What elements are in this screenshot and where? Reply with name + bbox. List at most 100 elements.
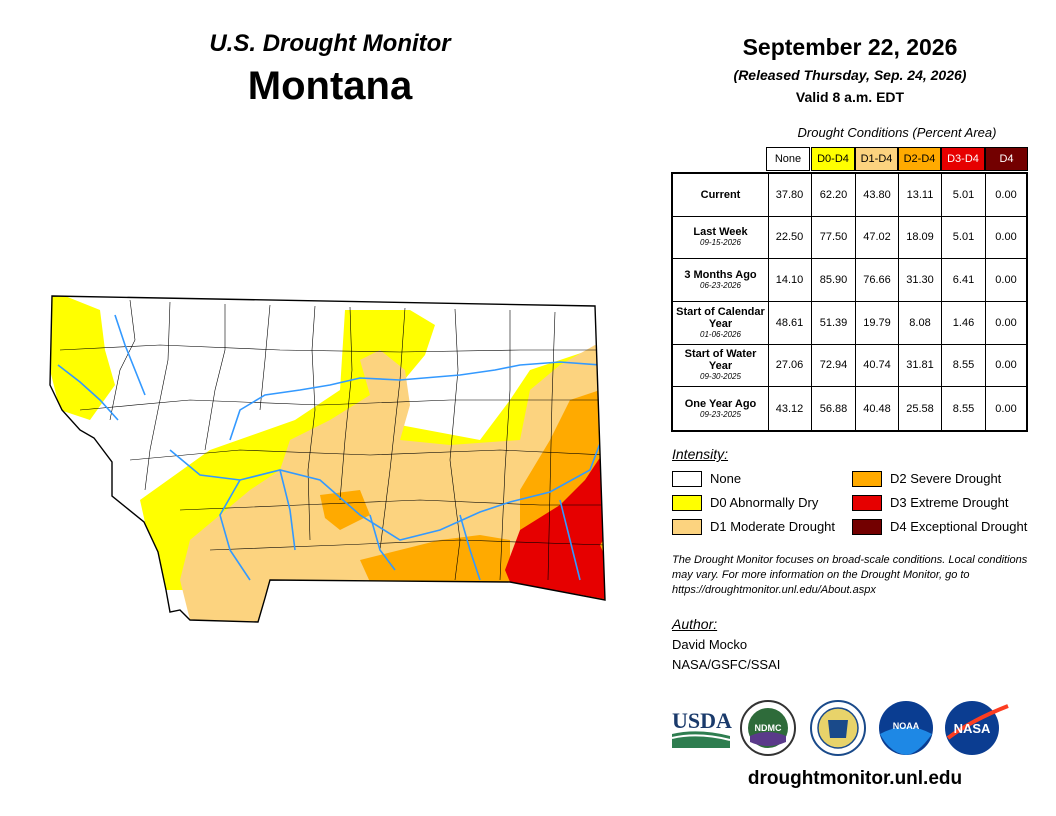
table-row: Last Week 09-15-2026 22.50 77.50 47.02 18.09 5… — [673, 216, 1026, 260]
table-cell: 19.79 — [856, 302, 899, 344]
row-date: 06-23-2026 — [700, 281, 741, 291]
row-label-text: One Year Ago — [684, 397, 757, 410]
row-label: 3 Months Ago 06-23-2026 — [673, 259, 769, 301]
noaa-logo: NOAA — [879, 701, 933, 755]
row-date: 01-06-2026 — [700, 329, 741, 339]
legend-swatch — [672, 471, 702, 487]
table-cell: 40.48 — [856, 387, 899, 430]
column-header: None — [766, 147, 810, 171]
table-cell: 31.30 — [899, 259, 942, 301]
table-cell: 8.55 — [942, 344, 986, 387]
table-cell: 47.02 — [856, 216, 899, 259]
table-caption: Drought Conditions (Percent Area) — [797, 125, 997, 140]
row-label-text: Last Week — [693, 226, 748, 239]
monitor-title: U.S. Drought Monitor — [209, 30, 451, 57]
table-row: 3 Months Ago 06-23-2026 14.10 85.90 76.66 31.… — [673, 259, 1026, 302]
table-cell: 48.61 — [768, 302, 812, 344]
table-row: Start of Water Year 09-30-2025 27.06 72.94 4… — [673, 344, 1026, 388]
table-cell: 5.01 — [942, 174, 986, 216]
table-cell: 43.12 — [768, 387, 812, 430]
county-lines — [59, 299, 605, 581]
legend-label: D4 Exceptional Drought — [890, 519, 1028, 534]
nasa-logo: NASA — [945, 701, 1009, 755]
table-cell: 27.06 — [768, 344, 812, 387]
valid-time: Valid 8 a.m. EDT — [795, 89, 905, 105]
column-header: D4 — [985, 147, 1028, 171]
table-cell: 85.90 — [812, 259, 856, 301]
d2-south-area — [360, 535, 510, 582]
legend-label: None — [710, 471, 742, 486]
map-date: September 22, 2026 — [742, 34, 958, 60]
table-cell: 14.10 — [768, 259, 812, 301]
table-cell: 0.00 — [995, 231, 1017, 244]
logo-row: USDA NDMC NOAA NASA — [671, 700, 1009, 756]
svg-text:USDA: USDA — [672, 708, 732, 733]
table-cell: 37.80 — [768, 174, 812, 216]
table-cell: 1.46 — [942, 302, 986, 344]
legend-swatch — [852, 519, 882, 535]
row-label-text: 3 Months Ago — [684, 269, 757, 282]
svg-text:NASA: NASA — [954, 721, 991, 736]
table-cell: 56.88 — [812, 387, 856, 430]
author-title: Author: — [672, 616, 718, 632]
table-cell: 40.74 — [856, 344, 899, 387]
legend-swatch — [852, 495, 882, 511]
column-header: D1-D4 — [855, 147, 898, 171]
table-cell: 0.00 — [995, 274, 1017, 287]
row-label: Start of Calendar Year 01-06-2026 — [673, 302, 769, 344]
state-title: Montana — [247, 64, 413, 108]
montana-drought-map — [49, 295, 606, 623]
table-cell: 5.01 — [942, 216, 986, 259]
column-header: D3-D4 — [941, 147, 985, 171]
svg-text:NOAA: NOAA — [893, 721, 920, 731]
disclaimer-note: The Drought Monitor focuses on broad-sca… — [672, 554, 1028, 596]
table-cell: 18.09 — [899, 216, 942, 259]
row-label: Start of Water Year 09-30-2025 — [673, 344, 769, 387]
legend-label: D0 Abnormally Dry — [710, 495, 819, 510]
table-cell: 76.66 — [856, 259, 899, 301]
legend-label: D1 Moderate Drought — [710, 519, 836, 534]
table-cell: 25.58 — [899, 387, 942, 430]
d0-nw-area — [50, 296, 115, 420]
row-label-text: Current — [700, 188, 741, 201]
legend-title: Intensity: — [672, 446, 729, 462]
table-row: Current 37.80 62.20 43.80 13.11 5.01 0.00 — [673, 174, 1026, 217]
d2-central-area — [320, 490, 370, 530]
legend-label: D3 Extreme Drought — [890, 495, 1009, 510]
table-cell: 77.50 — [812, 216, 856, 259]
row-label-text: Start of Calendar Year — [676, 305, 765, 330]
legend-swatch — [672, 519, 702, 535]
drought-conditions-table: Current 37.80 62.20 43.80 13.11 5.01 0.00 Last … — [671, 172, 1028, 432]
column-header: D2-D4 — [898, 147, 941, 171]
table-cell: 0.00 — [995, 359, 1017, 372]
row-label: Current — [673, 174, 769, 216]
ndmc-logo: NDMC — [740, 700, 796, 756]
author-name: David Mocko — [672, 637, 748, 652]
row-date: 09-23-2025 — [700, 409, 741, 419]
legend-swatch — [852, 471, 882, 487]
table-cell: 0.00 — [995, 316, 1017, 329]
rivers — [57, 314, 605, 581]
table-cell: 13.11 — [899, 174, 942, 216]
table-cell: 62.20 — [812, 174, 856, 216]
svg-text:NDMC: NDMC — [755, 723, 782, 733]
legend-swatch — [672, 495, 702, 511]
table-cell: 31.81 — [899, 344, 942, 387]
table-cell: 6.41 — [942, 259, 986, 301]
table-cell: 8.55 — [942, 387, 986, 430]
column-header: D0-D4 — [811, 147, 855, 171]
row-label: One Year Ago 09-23-2025 — [673, 387, 769, 430]
website-url[interactable]: droughtmonitor.unl.edu — [747, 768, 963, 789]
table-row: Start of Calendar Year 01-06-2026 48.61 51.… — [673, 302, 1026, 345]
table-row: One Year Ago 09-23-2025 43.12 56.88 40.48 25.… — [673, 387, 1026, 430]
table-cell: 8.08 — [899, 302, 942, 344]
table-cell: 0.00 — [995, 402, 1017, 415]
release-date: (Released Thursday, Sep. 24, 2026) — [733, 67, 967, 83]
table-cell: 51.39 — [812, 302, 856, 344]
author-org: NASA/GSFC/SSAI — [672, 657, 781, 672]
row-label: Last Week 09-15-2026 — [673, 216, 769, 259]
row-date: 09-15-2026 — [700, 238, 741, 248]
doc-seal-logo — [810, 700, 866, 756]
d3-area — [505, 450, 605, 600]
legend-label: D2 Severe Drought — [890, 471, 1002, 486]
